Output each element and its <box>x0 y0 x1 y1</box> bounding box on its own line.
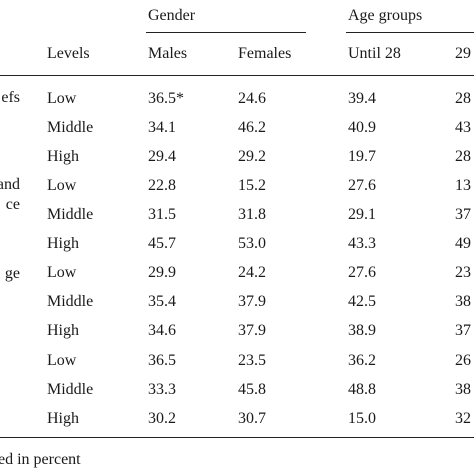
header-gender: Gender <box>148 7 196 24</box>
cell-until-28: 19.7 <box>348 148 376 165</box>
cell-age-next: 23 <box>455 264 471 281</box>
cell-until-28: 27.6 <box>348 264 376 281</box>
cell-until-28: 39.4 <box>348 90 376 107</box>
cell-males: 29.4 <box>148 148 176 165</box>
footnote: ed in percent <box>0 451 81 468</box>
cell-age-next: 37 <box>455 206 471 223</box>
cell-until-28: 29.1 <box>348 206 376 223</box>
cell-age-next: 28 <box>455 148 471 165</box>
header-rule <box>0 75 474 76</box>
cell-level: Low <box>47 352 77 369</box>
cell-level: Low <box>47 264 77 281</box>
cell-males: 30.2 <box>148 410 176 427</box>
cell-males: 29.9 <box>148 264 176 281</box>
cell-females: 24.6 <box>238 90 266 107</box>
cell-males: 31.5 <box>148 206 176 223</box>
cell-age-next: 13 <box>455 177 471 194</box>
cell-females: 45.8 <box>238 381 266 398</box>
header-age-next: 29 <box>455 45 471 62</box>
header-age-groups: Age groups <box>348 7 423 24</box>
cell-level: Middle <box>47 293 94 310</box>
cell-level: High <box>47 322 79 339</box>
header-until-28: Until 28 <box>348 45 401 62</box>
cell-males: 36.5 <box>148 352 176 369</box>
cell-females: 37.9 <box>238 293 266 310</box>
cell-until-28: 27.6 <box>348 177 376 194</box>
cell-females: 29.2 <box>238 148 266 165</box>
cell-females: 31.8 <box>238 206 266 223</box>
cell-age-next: 49 <box>455 235 471 252</box>
cell-age-next: 32 <box>455 410 471 427</box>
cell-females: 46.2 <box>238 119 266 136</box>
cell-until-28: 48.8 <box>348 381 376 398</box>
cell-until-28: 36.2 <box>348 352 376 369</box>
cell-females: 23.5 <box>238 352 266 369</box>
cell-level: Low <box>47 90 77 107</box>
cell-until-28: 15.0 <box>348 410 376 427</box>
cell-age-next: 38 <box>455 293 471 310</box>
category-label-2-line2: ce <box>5 196 20 213</box>
cell-females: 24.2 <box>238 264 266 281</box>
cell-males: 45.7 <box>148 235 176 252</box>
cell-until-28: 43.3 <box>348 235 376 252</box>
cell-males: 34.1 <box>148 119 176 136</box>
cell-level: Middle <box>47 206 94 223</box>
bottom-rule <box>0 437 474 438</box>
cell-level: Middle <box>47 119 94 136</box>
category-label-3: ge <box>4 265 20 282</box>
age-groups-underline <box>346 32 474 33</box>
cell-until-28: 42.5 <box>348 293 376 310</box>
cell-females: 15.2 <box>238 177 266 194</box>
cell-females: 37.9 <box>238 322 266 339</box>
cell-males: 33.3 <box>148 381 176 398</box>
cell-females: 30.7 <box>238 410 266 427</box>
gender-underline <box>146 32 306 33</box>
cell-until-28: 38.9 <box>348 322 376 339</box>
cell-males: 35.4 <box>148 293 176 310</box>
cell-level: High <box>47 148 79 165</box>
cell-age-next: 43 <box>455 119 471 136</box>
category-label-1: efs <box>1 89 20 106</box>
header-females: Females <box>238 45 292 62</box>
cell-level: High <box>47 235 79 252</box>
cell-age-next: 38 <box>455 381 471 398</box>
cell-females: 53.0 <box>238 235 266 252</box>
cell-males: 36.5* <box>148 90 184 107</box>
header-levels: Levels <box>47 45 90 62</box>
cell-males: 34.6 <box>148 322 176 339</box>
cell-until-28: 40.9 <box>348 119 376 136</box>
cell-age-next: 28 <box>455 90 471 107</box>
cell-level: Low <box>47 177 77 194</box>
cell-males: 22.8 <box>148 177 176 194</box>
header-males: Males <box>148 45 188 62</box>
cell-level: Middle <box>47 381 94 398</box>
cell-level: High <box>47 410 79 427</box>
cell-age-next: 37 <box>455 322 471 339</box>
cell-age-next: 26 <box>455 352 471 369</box>
category-label-2-line1: and <box>0 176 20 193</box>
